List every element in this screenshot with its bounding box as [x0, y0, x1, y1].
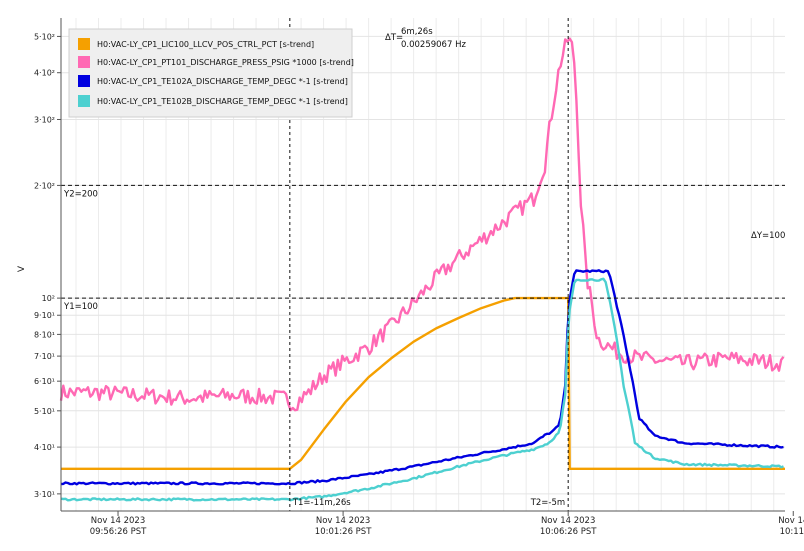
horizontal-cursor-label: Y1=100: [63, 302, 98, 312]
cursors[interactable]: T1=-11m,26s T2=-5m Y2=200 Y1=100: [61, 18, 785, 511]
y-tick-label: 3·10¹: [34, 490, 55, 499]
series-line-1: [59, 37, 785, 412]
legend[interactable]: H0:VAC-LY_CP1_LIC100_LLCV_POS_CTRL_PCT […: [68, 28, 354, 118]
delta-t-readout: ΔT= 6m,26s 0.00259067 Hz: [385, 27, 466, 50]
legend-label-s0: H0:VAC-LY_CP1_LIC100_LLCV_POS_CTRL_PCT […: [97, 40, 314, 49]
series-line-3: [60, 277, 784, 502]
horizontal-cursor-label: Y2=200: [63, 189, 98, 199]
y-tick-label: 10²: [42, 294, 55, 303]
y-tick-label: 5·10¹: [34, 407, 55, 416]
y-tick-label: 5·10²: [34, 32, 55, 41]
x-tick-label: 10:01:26 PST: [315, 527, 372, 537]
legend-label-s1: H0:VAC-LY_CP1_PT101_DISCHARGE_PRESS_PSIG…: [97, 58, 354, 67]
legend-label-s2: H0:VAC-LY_CP1_TE102A_DISCHARGE_TEMP_DEGC…: [97, 77, 348, 86]
delta-y-readout: ΔY=100: [751, 231, 785, 241]
y-tick-label: 4·10¹: [34, 443, 55, 452]
y-tick-label: 7·10¹: [34, 352, 55, 361]
legend-label-s3: H0:VAC-LY_CP1_TE102B_DISCHARGE_TEMP_DEGC…: [97, 97, 348, 106]
x-tick-label: 10:11:: [780, 527, 804, 537]
series-lines: [59, 37, 785, 502]
y-tick-label: 3·10²: [34, 115, 55, 124]
x-tick-label: Nov 14 2023: [316, 516, 370, 526]
x-tick-label: Nov 14: [778, 516, 804, 526]
axes: 3·10¹ 4·10¹ 5·10¹ 6·10¹ 7·10¹ 8·10¹ 9·10¹ 10² 2·…: [34, 18, 804, 537]
legend-box: [68, 28, 353, 118]
x-tick-label: Nov 14 2023: [541, 516, 595, 526]
delta-t-value: 6m,26s: [401, 27, 433, 37]
x-tick-label: 10:06:26 PST: [540, 527, 597, 537]
y-tick-label: 2·10²: [34, 181, 55, 190]
y-tick-label: 6·10¹: [34, 377, 55, 386]
legend-swatch-s2[interactable]: [78, 75, 90, 87]
series-line-2: [60, 269, 784, 486]
delta-t-frequency: 0.00259067 Hz: [401, 40, 466, 50]
x-tick-label: Nov 14 2023: [91, 516, 145, 526]
vertical-cursor-label: T2=-5m: [530, 498, 565, 508]
legend-swatch-s3[interactable]: [78, 95, 90, 107]
y-tick-label: 8·10¹: [34, 330, 55, 339]
legend-swatch-s1[interactable]: [78, 56, 90, 68]
delta-t-label: ΔT=: [385, 33, 403, 43]
y-tick-label: 9·10¹: [34, 311, 55, 320]
y-tick-label: 4·10²: [34, 69, 55, 78]
series-line-0: [61, 296, 785, 470]
x-tick-label: 09:56:26 PST: [90, 527, 147, 537]
vertical-cursor-label: T1=-11m,26s: [292, 498, 351, 508]
legend-swatch-s0[interactable]: [78, 38, 90, 50]
y-axis-label: V: [17, 265, 27, 272]
